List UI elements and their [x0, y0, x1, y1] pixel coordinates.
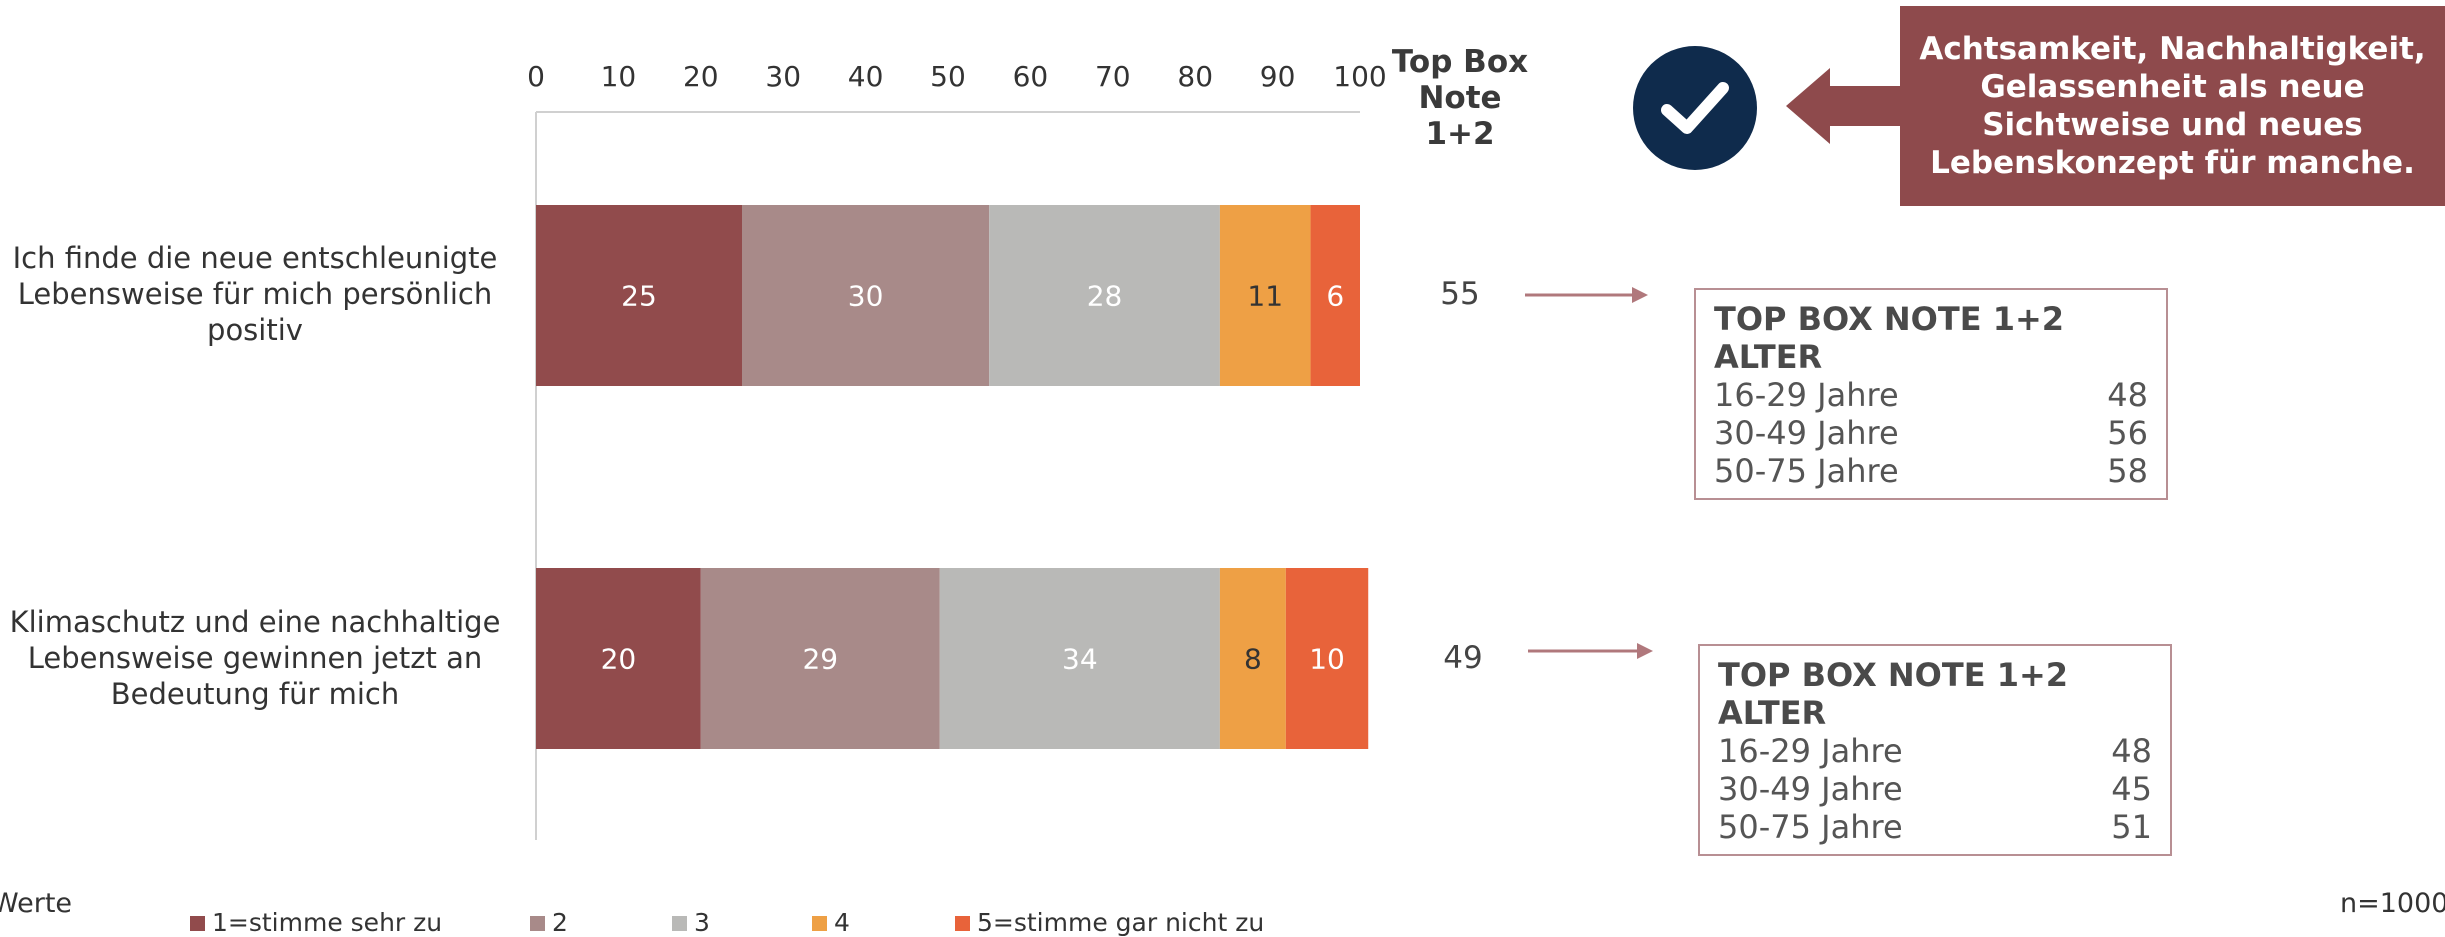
legend-swatch: [190, 916, 205, 931]
age-label: 50-75 Jahre: [1718, 808, 1903, 846]
age-value: 51: [2111, 808, 2152, 846]
x-tick-label: 0: [527, 60, 545, 93]
bar-data-label: 34: [1062, 643, 1098, 676]
age-label: 30-49 Jahre: [1714, 414, 1899, 452]
age-row: 30-49 Jahre 56: [1714, 414, 2148, 452]
age-box-title: TOP BOX NOTE 1+2: [1718, 656, 2069, 694]
bar-segment: [536, 205, 742, 386]
x-tick-label: 100: [1333, 60, 1386, 93]
bar-data-label: 20: [601, 643, 637, 676]
bar-data-label: 25: [621, 280, 657, 313]
legend-swatch: [672, 916, 687, 931]
x-tick-label: 90: [1260, 60, 1296, 93]
legend-swatch: [812, 916, 827, 931]
legend-swatch: [530, 916, 545, 931]
bar-segment: [742, 205, 990, 386]
age-value: 58: [2107, 452, 2148, 490]
top-box-value-1: 55: [1440, 276, 1480, 312]
legend-item-5: 5=stimme gar nicht zu: [955, 908, 1264, 937]
age-label: 16-29 Jahre: [1714, 376, 1899, 414]
legend-swatch: [955, 916, 970, 931]
footer-note-werte: Werte: [0, 888, 73, 919]
x-tick-label: 10: [601, 60, 637, 93]
age-box-subtitle: ALTER: [1714, 338, 1823, 376]
legend-item-2: 2: [530, 908, 568, 937]
age-row: 30-49 Jahre 45: [1718, 770, 2152, 808]
x-tick-label: 30: [765, 60, 801, 93]
callout-arrow-icon: [1786, 68, 1830, 144]
age-row: 50-75 Jahre 58: [1714, 452, 2148, 490]
top-box-heading-line2: Note 1+2: [1418, 80, 1502, 152]
x-tick-label: 40: [848, 60, 884, 93]
row-label-2: Klimaschutz und eine nachhaltige Lebensw…: [9, 605, 501, 711]
x-tick-label: 20: [683, 60, 719, 93]
bar-segment: [939, 568, 1220, 749]
bar-data-label: 30: [848, 280, 884, 313]
bar-segment: [700, 568, 940, 749]
bar-segment: [989, 205, 1220, 386]
age-box-title: TOP BOX NOTE 1+2: [1714, 300, 2065, 338]
bar-data-label: 28: [1087, 280, 1123, 313]
checkmark-icon: [1633, 46, 1757, 170]
x-tick-label: 50: [930, 60, 966, 93]
top-box-heading-line1: Top Box: [1391, 44, 1529, 80]
callout-box: Achtsamkeit, Nachhaltigkeit, Gelassenhei…: [1900, 6, 2445, 206]
bar-data-label: 29: [802, 643, 838, 676]
legend-item-3: 3: [672, 908, 710, 937]
bar-segment: [536, 568, 701, 749]
top-box-heading: Top Box Note 1+2: [1380, 44, 1540, 152]
age-value: 48: [2111, 732, 2152, 770]
bar-segment: [1219, 568, 1286, 749]
bar-data-label: 6: [1326, 280, 1344, 313]
age-row: 16-29 Jahre 48: [1714, 376, 2148, 414]
age-value: 45: [2111, 770, 2152, 808]
callout-text: Achtsamkeit, Nachhaltigkeit, Gelassenhei…: [1919, 31, 2426, 181]
age-row: 50-75 Jahre 51: [1718, 808, 2152, 846]
age-label: 16-29 Jahre: [1718, 732, 1903, 770]
age-label: 30-49 Jahre: [1718, 770, 1903, 808]
bar-segment: [1219, 205, 1311, 386]
age-breakdown-box-2: TOP BOX NOTE 1+2 ALTER 16-29 Jahre 48 30-…: [1698, 644, 2172, 856]
callout-arrow-shaft: [1828, 86, 1902, 126]
age-breakdown-box-1: TOP BOX NOTE 1+2 ALTER 16-29 Jahre 48 30-…: [1694, 288, 2168, 500]
age-value: 48: [2107, 376, 2148, 414]
bar-segment: [1285, 568, 1369, 749]
legend-label: 3: [694, 908, 710, 937]
legend-label: 5=stimme gar nicht zu: [977, 908, 1265, 937]
x-tick-label: 60: [1013, 60, 1049, 93]
row-label-1: Ich finde die neue entschleunigte Lebens…: [12, 241, 498, 347]
legend-label: 2: [552, 908, 568, 937]
sample-size-note: n=1000: [2340, 888, 2445, 919]
age-value: 56: [2107, 414, 2148, 452]
top-box-value-2: 49: [1443, 640, 1483, 676]
age-box-subtitle: ALTER: [1718, 694, 1827, 732]
pointer-arrow-head-icon: [1632, 287, 1648, 303]
bar-segment: [1310, 205, 1360, 386]
pointer-arrow-head-icon: [1637, 643, 1653, 659]
legend-item-1: 1=stimme sehr zu: [190, 908, 442, 937]
age-label: 50-75 Jahre: [1714, 452, 1899, 490]
legend-label: 1=stimme sehr zu: [212, 908, 443, 937]
x-tick-label: 70: [1095, 60, 1131, 93]
bar-data-label: 11: [1247, 280, 1283, 313]
bar-data-label: 8: [1244, 643, 1262, 676]
age-row: 16-29 Jahre 48: [1718, 732, 2152, 770]
x-tick-label: 80: [1177, 60, 1213, 93]
bar-data-label: 10: [1309, 643, 1345, 676]
legend-label: 4: [834, 908, 850, 937]
legend-item-4: 4: [812, 908, 850, 937]
